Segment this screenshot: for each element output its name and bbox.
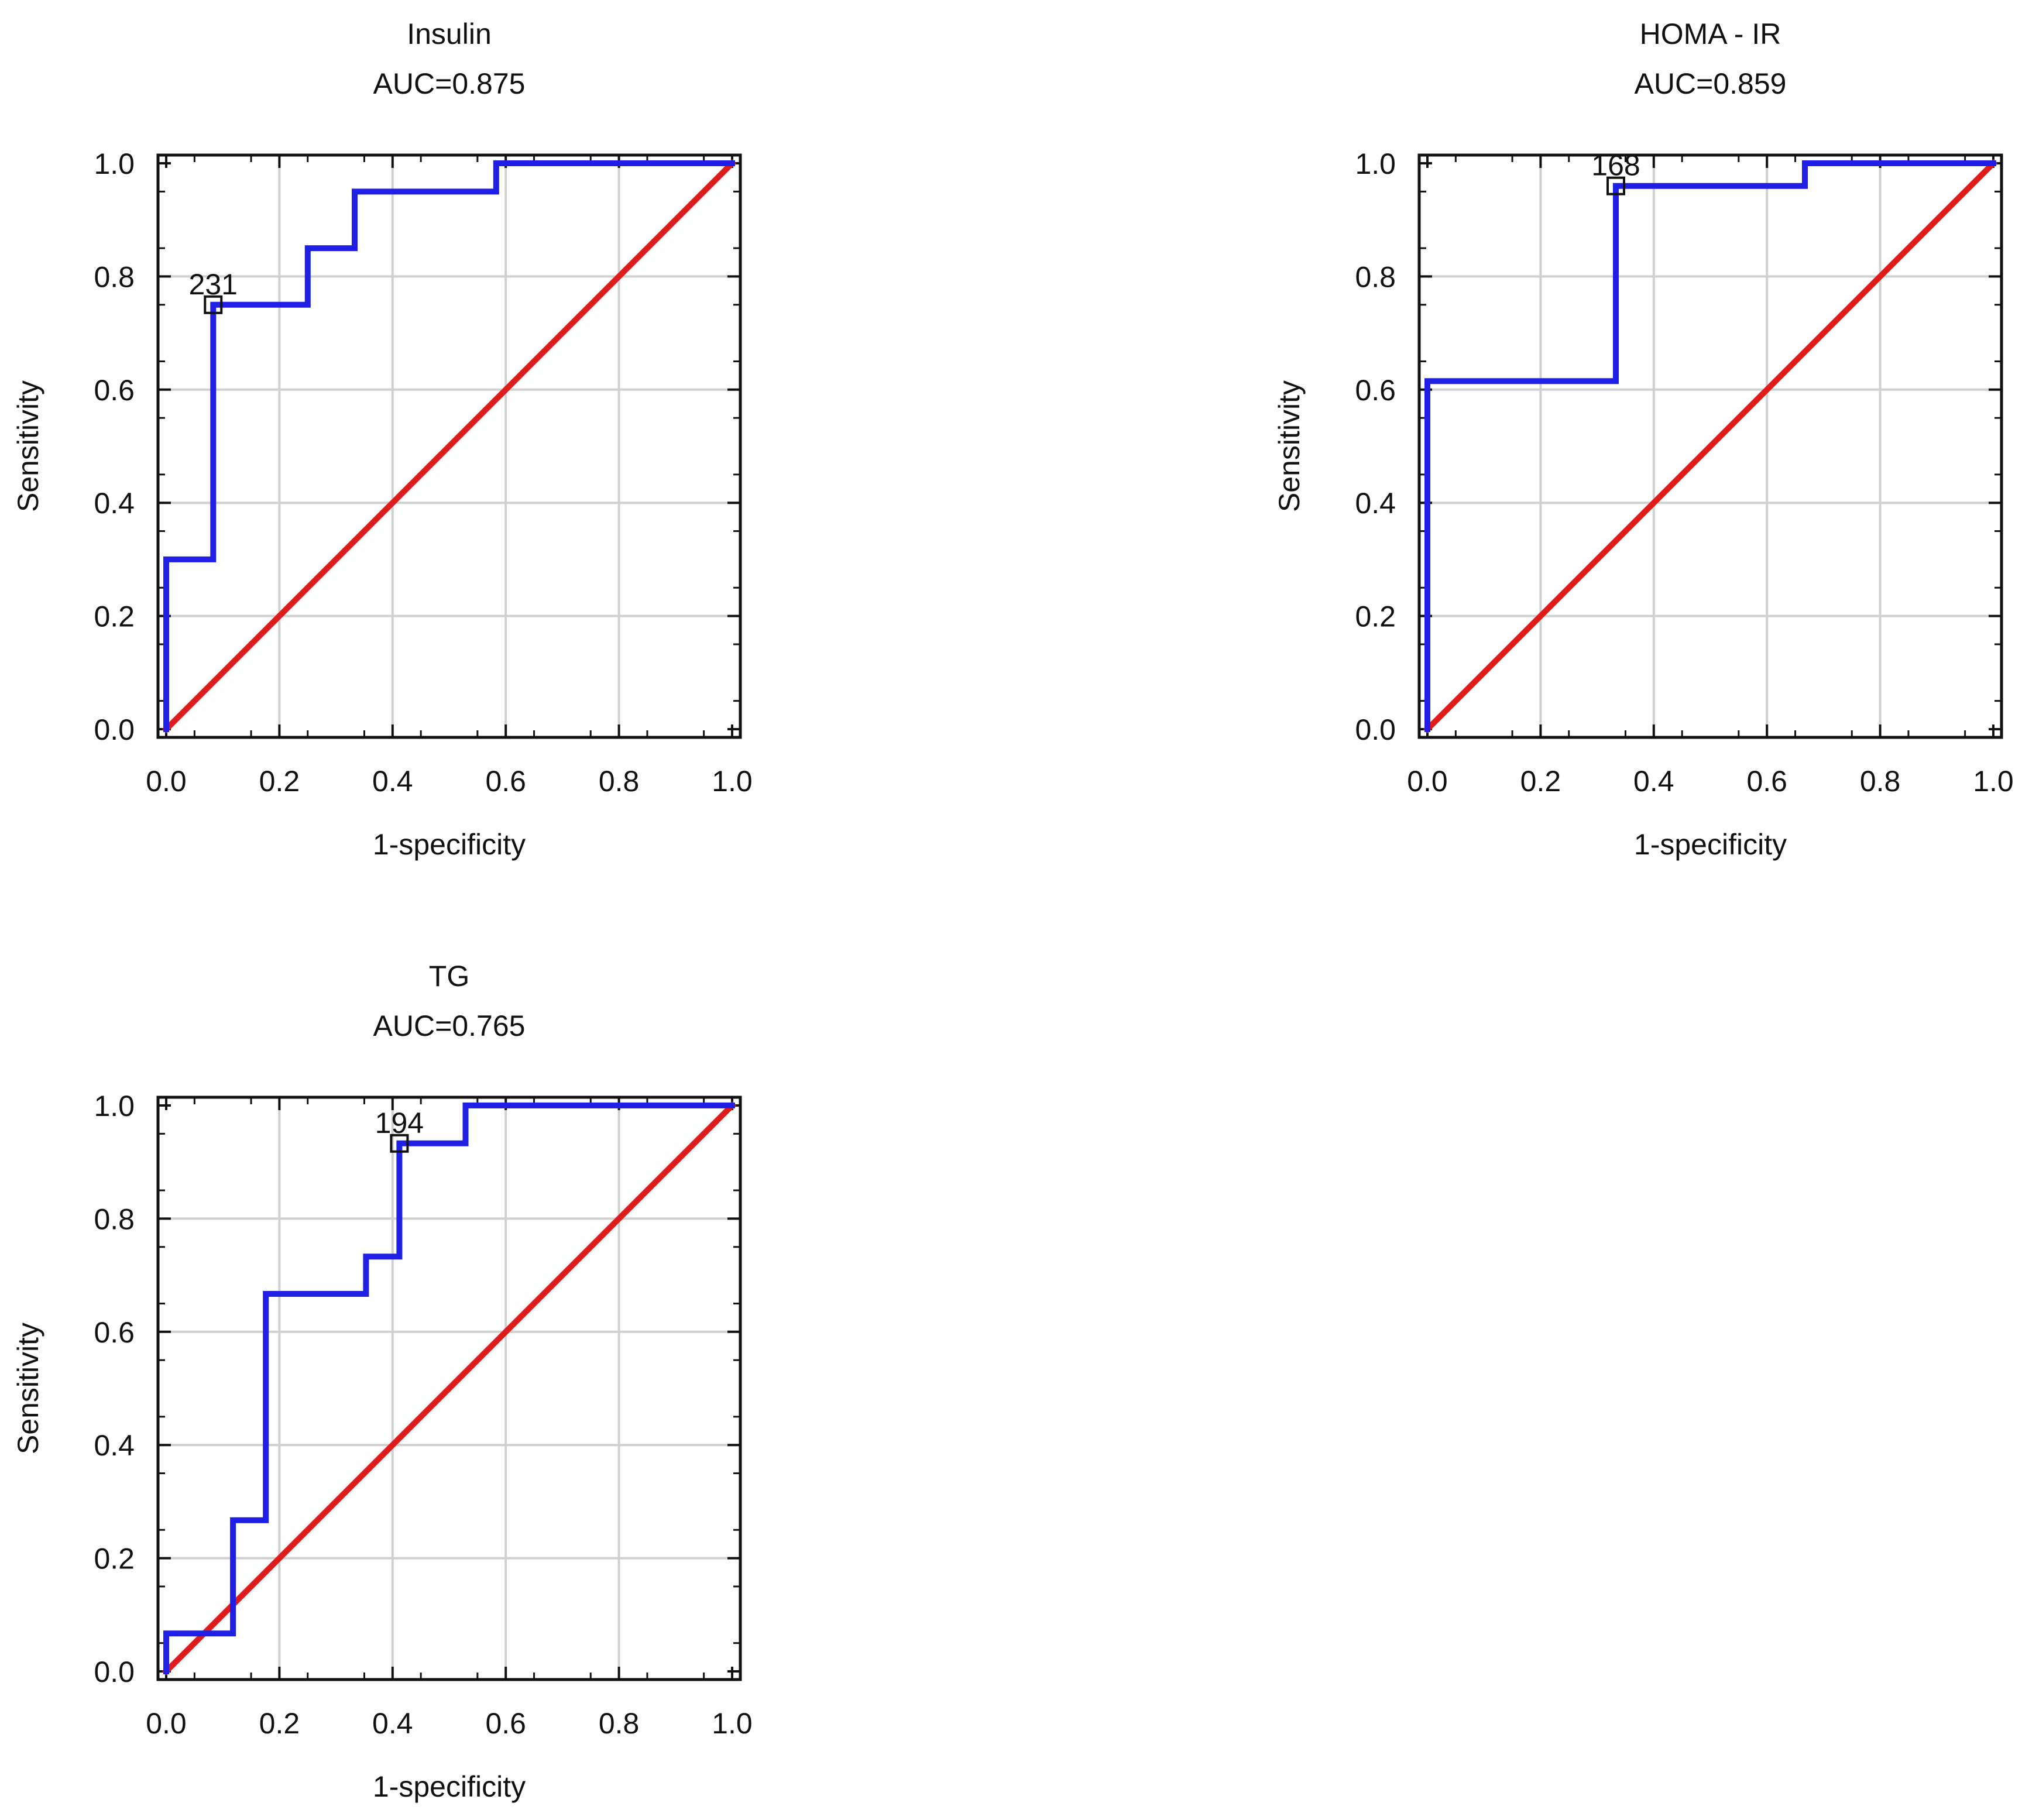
y-tick-label: 0.4 xyxy=(94,1429,135,1462)
y-tick-label: 1.0 xyxy=(94,147,135,180)
x-tick-label: 0.0 xyxy=(1407,765,1448,798)
x-axis-label: 1-specificity xyxy=(373,828,526,861)
plot-frame xyxy=(156,153,742,739)
x-axis-label: 1-specificity xyxy=(373,1770,526,1803)
y-tick-label: 0.6 xyxy=(94,374,135,407)
cutoff-marker xyxy=(390,1134,409,1153)
y-tick-label: 0.4 xyxy=(1355,487,1396,520)
x-tick-label: 0.2 xyxy=(259,765,300,798)
y-tick-label: 0.6 xyxy=(94,1316,135,1349)
y-tick-label: 0.8 xyxy=(94,1203,135,1235)
roc-curve xyxy=(1424,160,1996,732)
x-axis-label: 1-specificity xyxy=(1634,828,1787,861)
x-tick-label: 1.0 xyxy=(712,1707,753,1740)
x-tick-label: 0.6 xyxy=(485,765,526,798)
x-tick-label: 0.0 xyxy=(146,1707,187,1740)
roc-curve xyxy=(163,160,735,732)
auc-label: AUC=0.875 xyxy=(373,67,526,100)
roc-panel-insulin: Insulin AUC=0.875 0.0 0.2 0.4 0.6 0.8 1.0 0.0 0.2… xyxy=(12,18,753,861)
y-tick-label: 1.0 xyxy=(94,1090,135,1122)
y-tick-label: 0.8 xyxy=(94,260,135,293)
cutoff-label: 231 xyxy=(189,268,238,301)
x-tick-label: 0.4 xyxy=(372,765,413,798)
auc-label: AUC=0.859 xyxy=(1635,67,1787,100)
y-tick-label: 0.2 xyxy=(94,1543,135,1575)
cutoff-label: 168 xyxy=(1591,149,1640,182)
y-tick-label: 0.2 xyxy=(1355,600,1396,633)
x-tick-label: 0.0 xyxy=(146,765,187,798)
y-tick-label: 0.0 xyxy=(1355,713,1396,746)
y-axis-label: Sensitivity xyxy=(12,380,44,512)
x-tick-label: 0.8 xyxy=(1860,765,1901,798)
x-tick-label: 0.4 xyxy=(1633,765,1674,798)
chart-title: TG xyxy=(429,960,469,993)
x-tick-label: 0.2 xyxy=(1520,765,1561,798)
x-tick-label: 1.0 xyxy=(1973,765,2014,798)
auc-label: AUC=0.765 xyxy=(373,1009,526,1042)
roc-panel-tg: TG AUC=0.765 0.0 0.2 0.4 0.6 0.8 1.0 0.0 0.2 0.4 0.… xyxy=(12,960,753,1803)
y-tick-label: 0.6 xyxy=(1355,374,1396,407)
y-tick-label: 0.0 xyxy=(94,713,135,746)
y-axis-label: Sensitivity xyxy=(12,1323,44,1454)
chart-title: HOMA - IR xyxy=(1640,18,1781,50)
plot-frame xyxy=(1417,153,2003,739)
x-tick-label: 0.6 xyxy=(1746,765,1787,798)
x-tick-label: 0.6 xyxy=(485,1707,526,1740)
x-tick-label: 0.8 xyxy=(599,765,640,798)
roc-panel-homa-ir: HOMA - IR AUC=0.859 0.0 0.2 0.4 0.6 0.8 1.0 0.0 0… xyxy=(1273,18,2014,861)
reference-line xyxy=(162,1101,737,1676)
roc-curve xyxy=(163,1103,735,1674)
x-tick-label: 0.2 xyxy=(259,1707,300,1740)
reference-line xyxy=(162,159,737,734)
y-tick-label: 0.8 xyxy=(1355,260,1396,293)
y-tick-label: 0.4 xyxy=(94,487,135,520)
reference-line xyxy=(1423,159,1998,734)
plot-frame xyxy=(156,1096,742,1681)
x-tick-label: 0.8 xyxy=(599,1707,640,1740)
x-tick-label: 0.4 xyxy=(372,1707,413,1740)
y-axis-label: Sensitivity xyxy=(1273,380,1306,512)
cutoff-marker xyxy=(204,295,223,314)
x-tick-label: 1.0 xyxy=(712,765,753,798)
y-tick-label: 1.0 xyxy=(1355,147,1396,180)
chart-title: Insulin xyxy=(407,18,492,50)
y-tick-label: 0.2 xyxy=(94,600,135,633)
cutoff-label: 194 xyxy=(375,1107,424,1139)
cutoff-marker xyxy=(1606,176,1626,195)
y-tick-label: 0.0 xyxy=(94,1656,135,1688)
